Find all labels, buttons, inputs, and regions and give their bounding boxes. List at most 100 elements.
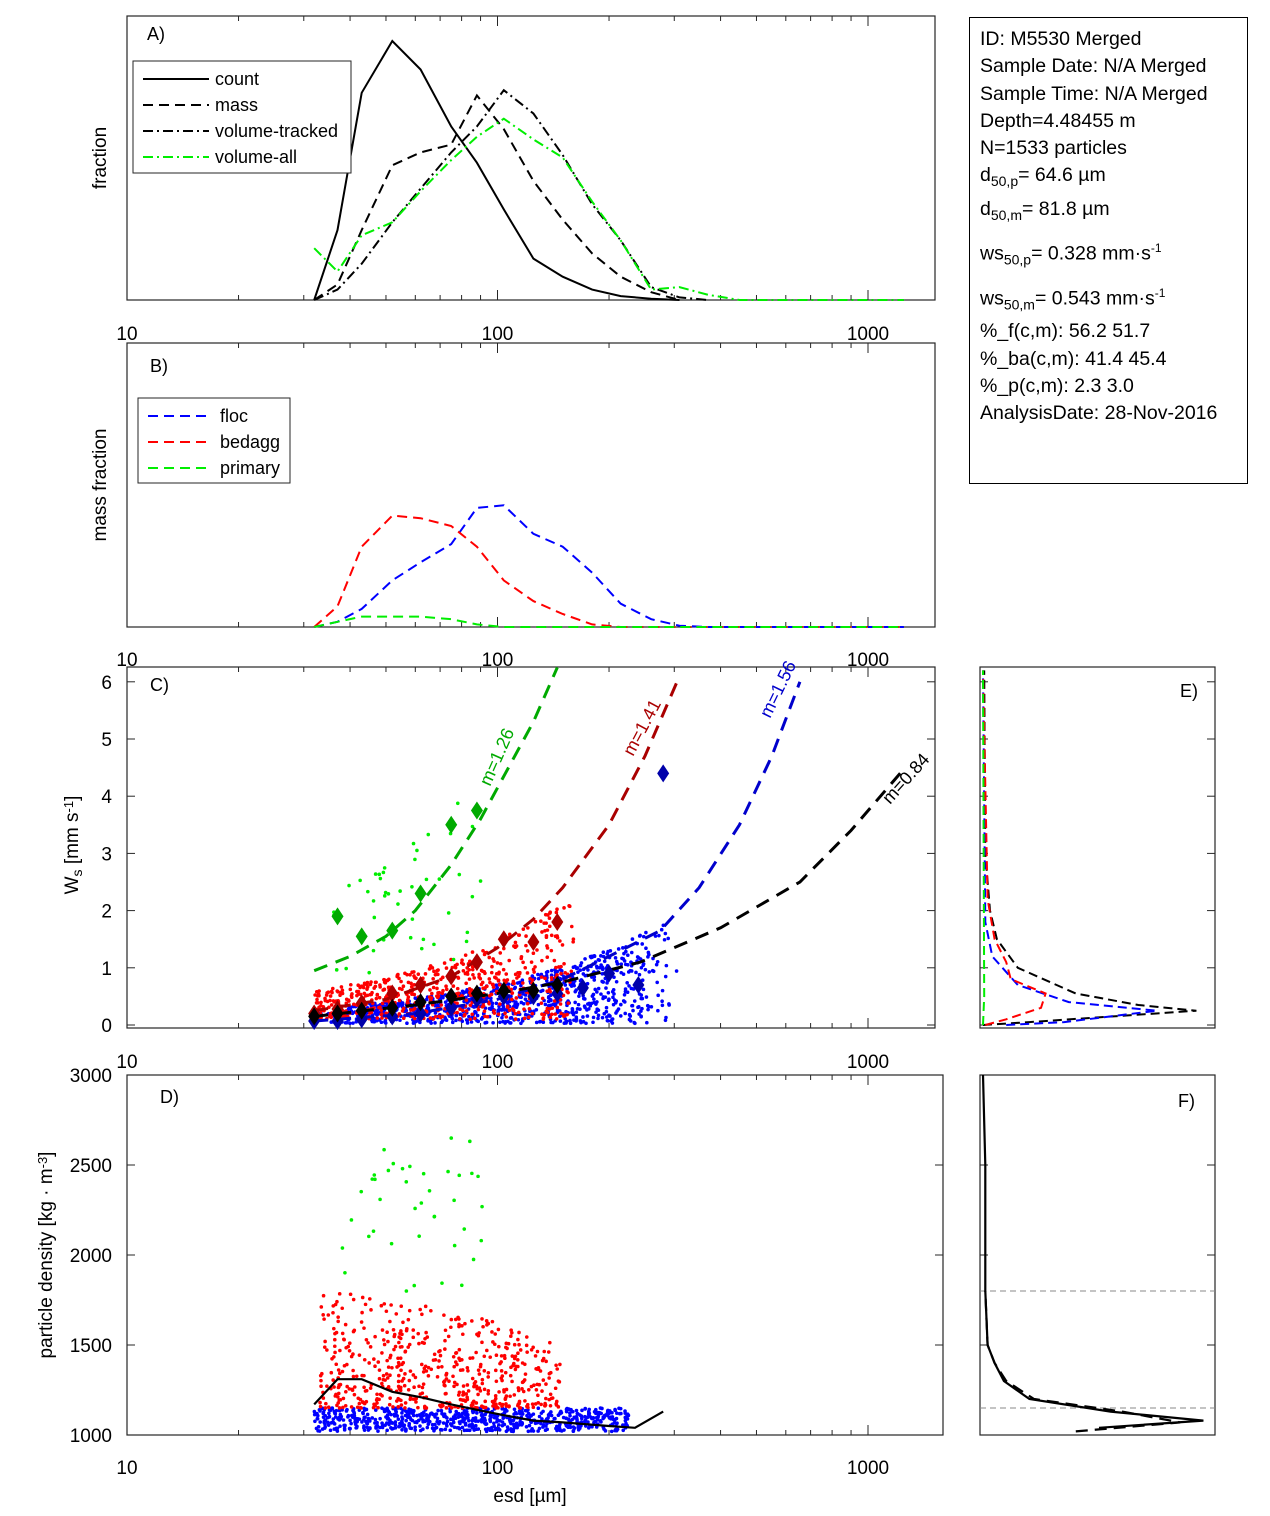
scatter-point-bedagg	[437, 990, 442, 995]
scatter-point-floc	[380, 1425, 385, 1430]
scatter-point-bedagg	[355, 993, 359, 998]
scatter-point-floc	[558, 1411, 562, 1416]
scatter-point-floc	[586, 1412, 591, 1416]
scatter-point-bedagg	[372, 1402, 376, 1407]
scatter-point-bedagg	[370, 990, 374, 995]
scatter-point-bedagg	[341, 1396, 346, 1401]
scatter-point-floc	[624, 1414, 629, 1419]
scatter-point-bedagg	[340, 1369, 345, 1374]
scatter-point-bedagg	[380, 1351, 384, 1355]
scatter-point-bedagg	[478, 1389, 483, 1393]
scatter-point-bedagg	[466, 1389, 471, 1393]
scatter-point-floc	[601, 950, 606, 955]
scatter-point-floc	[338, 1424, 342, 1429]
scatter-point-floc	[321, 1411, 325, 1416]
panel-d-x-tick-label: 1000	[847, 1458, 889, 1479]
scatter-point-floc	[641, 962, 646, 966]
scatter-point-floc	[619, 1002, 623, 1007]
scatter-point-floc	[600, 965, 605, 969]
scatter-point-bedagg	[396, 1356, 400, 1361]
scatter-point-floc	[608, 949, 613, 953]
scatter-point-floc	[452, 1425, 457, 1430]
scatter-point-floc	[569, 984, 574, 988]
scatter-point-bedagg	[394, 1399, 399, 1403]
scatter-point-bedagg	[544, 1382, 548, 1386]
scatter-point-floc	[449, 1422, 454, 1427]
scatter-point-bedagg	[351, 1374, 356, 1379]
scatter-point-bedagg	[444, 987, 449, 992]
scatter-point-primary	[391, 1161, 396, 1166]
info-ws50m: ws50,m= 0.543 mm·s-1	[980, 285, 1166, 312]
scatter-point-primary	[449, 1136, 454, 1140]
scatter-point-bedagg	[473, 1380, 478, 1384]
scatter-point-bedagg	[338, 1348, 342, 1353]
scatter-point-bedagg	[422, 1341, 427, 1345]
scatter-point-bedagg	[491, 1340, 495, 1344]
scatter-point-bedagg	[349, 993, 354, 998]
scatter-point-floc	[537, 1414, 542, 1419]
scatter-point-bedagg	[407, 1342, 412, 1347]
scatter-point-floc	[592, 953, 597, 958]
scatter-point-bedagg	[375, 1392, 379, 1397]
scatter-point-floc	[473, 1009, 477, 1014]
scatter-point-floc	[606, 1408, 610, 1413]
info-id: ID: M5530 Merged	[980, 28, 1142, 50]
scatter-point-bedagg	[330, 986, 335, 991]
scatter-point-bedagg	[493, 1394, 498, 1398]
scatter-point-floc	[528, 1413, 533, 1418]
scatter-point-bedagg	[397, 998, 402, 1003]
scatter-point-bedagg	[383, 1378, 387, 1382]
scatter-point-bedagg	[529, 1347, 534, 1352]
scatter-point-floc	[326, 1423, 331, 1427]
scatter-point-bedagg	[517, 1342, 521, 1347]
scatter-point-floc	[614, 1416, 619, 1421]
bin-mean-diamond	[308, 1007, 321, 1026]
scatter-point-bedagg	[428, 1016, 433, 1020]
scatter-point-primary	[382, 894, 387, 898]
scatter-point-bedagg	[321, 1293, 326, 1298]
scatter-point-floc	[664, 1015, 668, 1020]
scatter-point-floc	[489, 1426, 493, 1431]
scatter-point-floc	[575, 1411, 580, 1416]
scatter-point-floc	[617, 1406, 621, 1411]
scatter-point-floc	[385, 1406, 389, 1411]
scatter-point-floc	[470, 1422, 474, 1426]
scatter-point-bedagg	[521, 1379, 526, 1384]
ws-distribution-line	[982, 670, 986, 1026]
scatter-point-bedagg	[443, 1328, 448, 1333]
scatter-point-floc	[558, 1019, 563, 1023]
scatter-point-floc	[595, 966, 599, 970]
scatter-point-primary	[383, 890, 388, 895]
scatter-point-floc	[483, 1021, 487, 1025]
scatter-point-bedagg	[522, 1007, 526, 1011]
scatter-point-bedagg	[400, 1379, 404, 1383]
scatter-point-bedagg	[314, 1000, 319, 1005]
scatter-point-bedagg	[471, 972, 475, 977]
scatter-point-floc	[378, 1425, 382, 1430]
scatter-point-bedagg	[377, 1376, 382, 1381]
panel-b-x-tick-label: 100	[482, 650, 514, 671]
scatter-point-bedagg	[319, 1305, 324, 1309]
scatter-point-bedagg	[435, 986, 439, 991]
scatter-point-bedagg	[416, 1331, 421, 1336]
scatter-point-floc	[594, 1002, 598, 1006]
scatter-point-floc	[406, 1415, 410, 1420]
scatter-point-floc	[463, 1417, 467, 1421]
scatter-point-bedagg	[384, 1309, 389, 1314]
scatter-point-bedagg	[481, 1004, 486, 1008]
scatter-point-bedagg	[514, 996, 519, 1000]
scatter-point-floc	[407, 1423, 411, 1428]
scatter-point-bedagg	[396, 1373, 401, 1378]
scatter-point-bedagg	[347, 1341, 352, 1345]
scatter-point-bedagg	[352, 1392, 357, 1397]
scatter-point-floc	[515, 981, 520, 985]
legend-label: bedagg	[220, 432, 280, 452]
scatter-point-floc	[597, 958, 602, 962]
scatter-point-bedagg	[540, 1389, 544, 1393]
scatter-point-bedagg	[328, 994, 333, 998]
scatter-point-floc	[436, 1408, 440, 1413]
scatter-point-floc	[385, 1428, 389, 1433]
scatter-point-primary	[459, 1283, 464, 1288]
scatter-point-bedagg	[317, 989, 321, 993]
scatter-point-floc	[502, 1422, 507, 1427]
